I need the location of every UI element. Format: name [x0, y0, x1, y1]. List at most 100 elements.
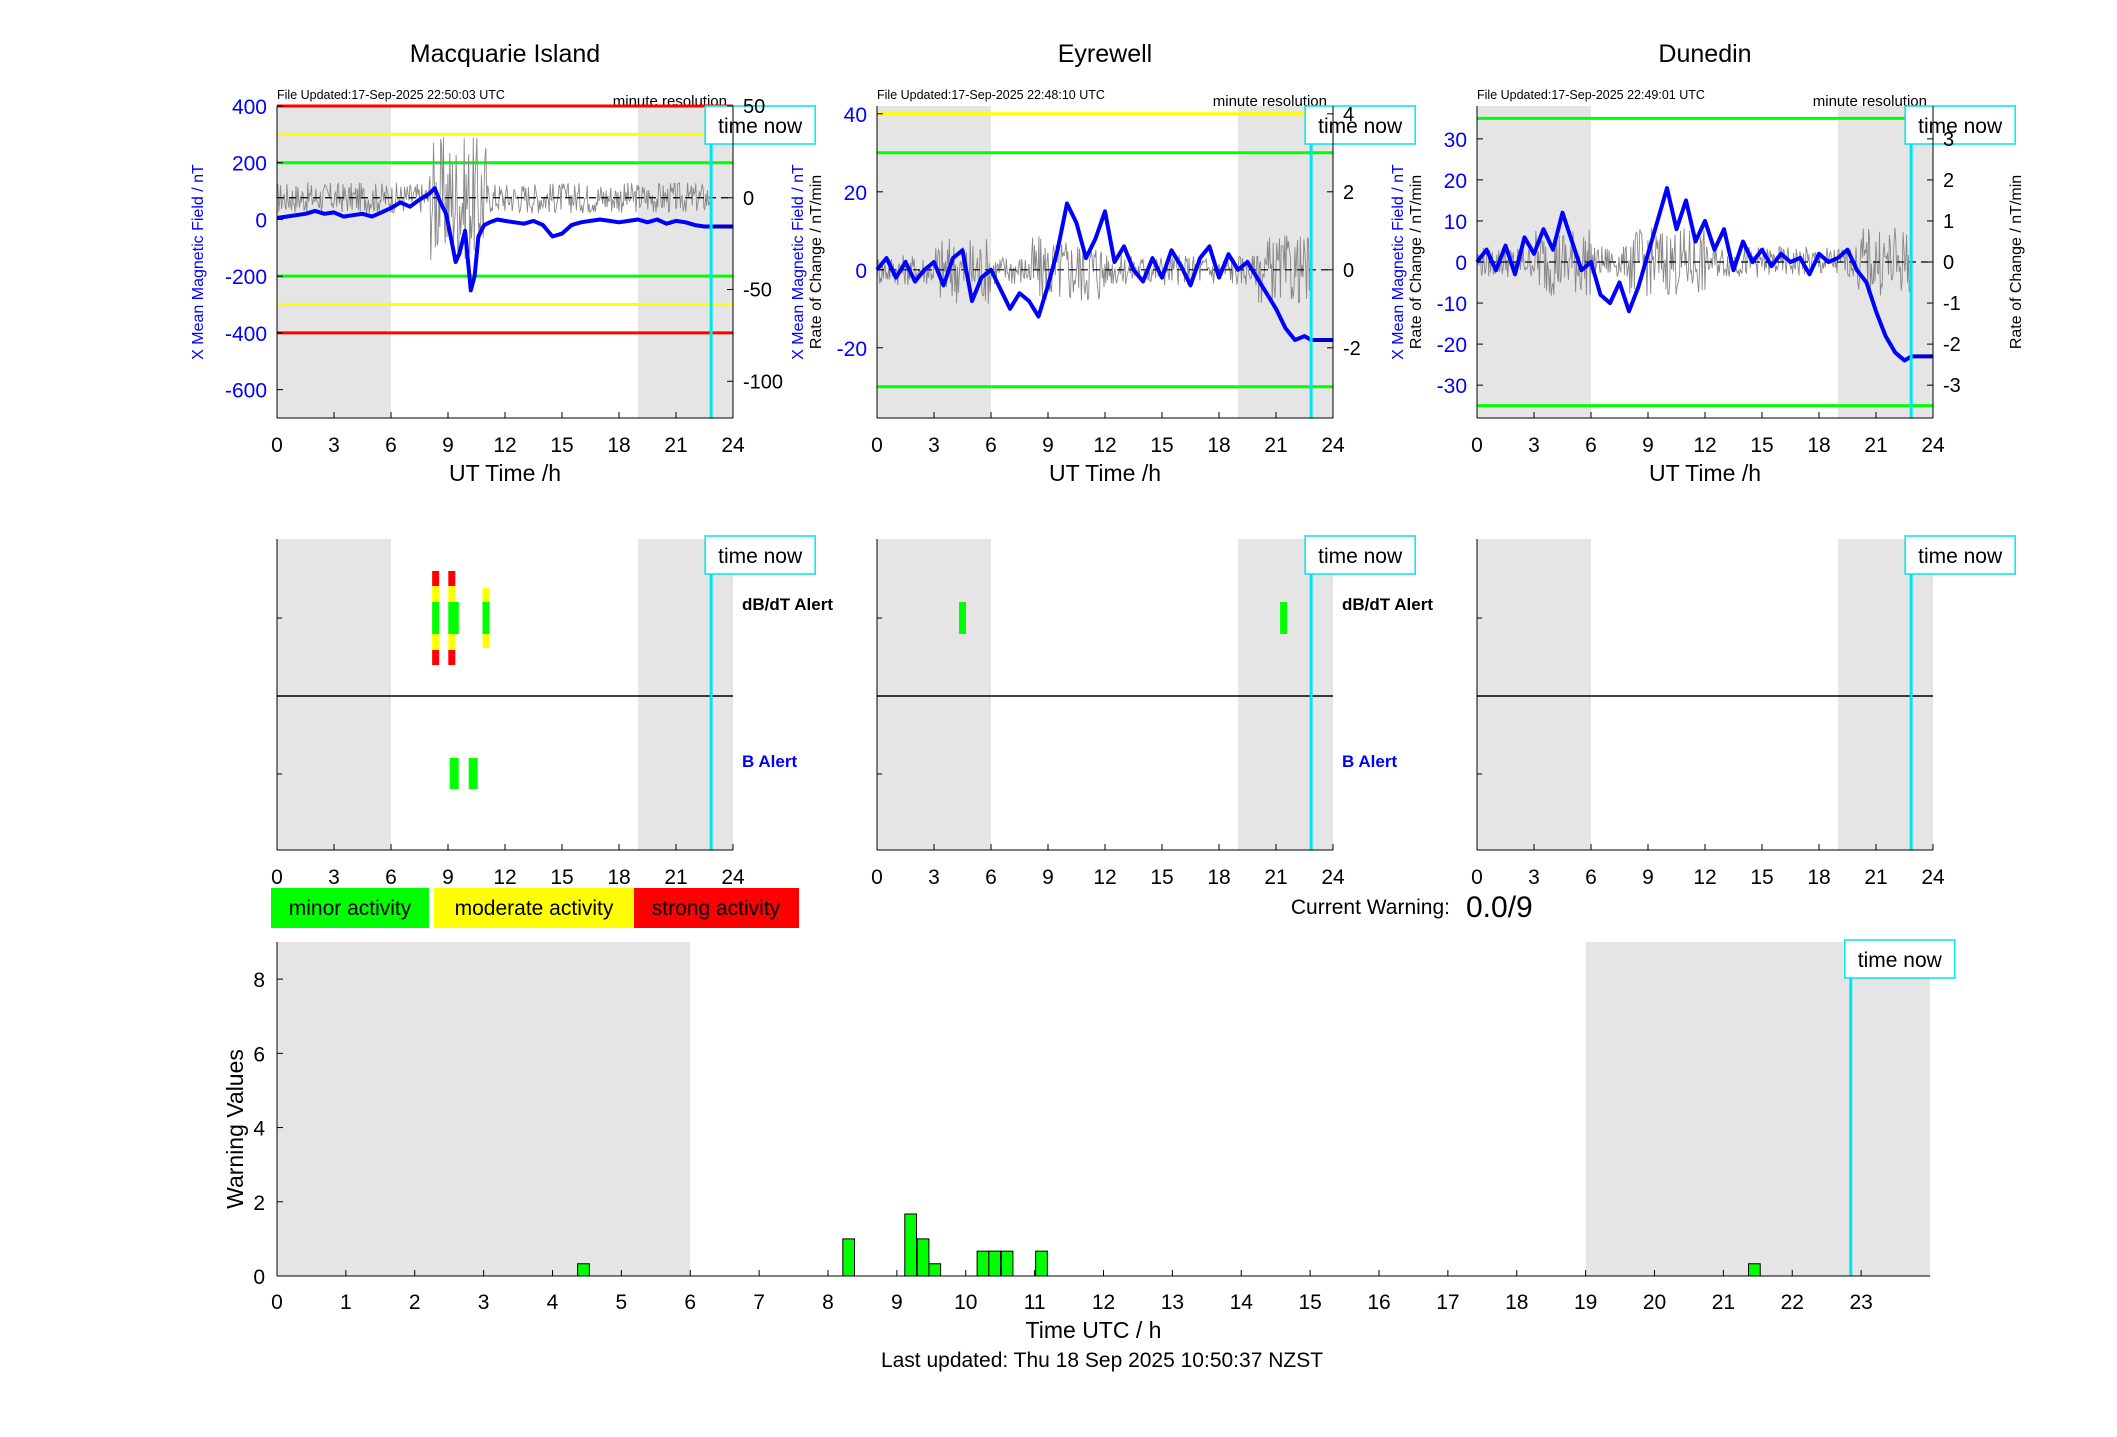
time-now-box: [1904, 535, 2016, 575]
x-tick-label: 21: [1864, 866, 1887, 889]
y-left-tick-label: 0: [1455, 252, 1467, 275]
file-updated-text: File Updated:17-Sep-2025 22:48:10 UTC: [877, 88, 1105, 102]
time-now-label: time now: [718, 115, 803, 138]
warning-bar: [976, 1250, 990, 1277]
x-tick-label: 0: [1471, 434, 1483, 457]
y-right-axis-label: Rate of Change / nT/min: [1408, 175, 1425, 349]
night-band: [638, 106, 733, 418]
x-tick-label: 16: [1367, 1291, 1390, 1314]
y-tick-label: 0: [253, 1266, 265, 1289]
b-alert-label: B Alert: [1342, 752, 1397, 771]
y-right-tick-label: 0: [743, 188, 754, 210]
legend-minor-label: minor activity: [289, 897, 412, 920]
warning-bar: [577, 1263, 590, 1277]
y-left-tick-label: 400: [232, 96, 267, 119]
dbdt-alert-mark: [432, 650, 440, 665]
time-now-box: [704, 535, 816, 575]
x-tick-label: 11: [1024, 1291, 1046, 1314]
night-band: [1585, 942, 1930, 1276]
warning-bar: [904, 1213, 918, 1277]
x-tick-label: 21: [664, 434, 687, 457]
y-right-tick-label: -100: [743, 371, 783, 393]
night-band: [877, 539, 991, 850]
time-now-box: [1904, 105, 2016, 145]
legend-minor-swatch: [271, 888, 429, 928]
time-now-label: time now: [718, 545, 803, 568]
warning-bar: [988, 1250, 1002, 1277]
x-tick-label: 3: [928, 434, 940, 457]
x-tick-label: 14: [1230, 1291, 1254, 1314]
x-tick-label: 2: [409, 1291, 421, 1314]
dbdt-alert-mark: [451, 602, 459, 634]
x-tick-label: 12: [1093, 866, 1116, 889]
y-left-tick-label: 200: [232, 153, 267, 176]
x-tick-label: 9: [1042, 866, 1054, 889]
resolution-label: minute resolution: [1213, 93, 1327, 110]
x-tick-label: 3: [328, 434, 340, 457]
y-left-axis-label: X Mean Magnetic Field / nT: [190, 164, 207, 360]
x-tick-label: 24: [721, 434, 745, 457]
y-left-tick-label: 40: [844, 104, 867, 127]
x-tick-label: 9: [1642, 866, 1654, 889]
y-right-tick-label: -50: [743, 280, 772, 302]
y-left-tick-label: 10: [1444, 211, 1467, 234]
x-tick-label: 0: [271, 866, 283, 889]
y-right-tick-label: 0: [1943, 252, 1954, 274]
y-right-tick-label: -2: [1343, 338, 1361, 360]
y-right-tick-label: 4: [1343, 104, 1354, 126]
night-band: [277, 942, 691, 1276]
x-tick-label: 13: [1161, 1291, 1184, 1314]
warning-bar: [928, 1263, 942, 1277]
time-now-box: [704, 105, 816, 145]
warning-bar: [1748, 1263, 1761, 1277]
x-tick-label: 4: [547, 1291, 559, 1314]
time-now-label: time now: [1918, 115, 2003, 138]
x-tick-label: 12: [1693, 434, 1716, 457]
mag-panel-3: Dunedin File Updated:17-Sep-2025 22:49:01…: [1390, 40, 2025, 486]
x-tick-label: 6: [684, 1291, 696, 1314]
station-title: Eyrewell: [1058, 40, 1152, 68]
dbdt-alert-mark: [482, 634, 490, 648]
x-tick-label: 19: [1574, 1291, 1597, 1314]
x-tick-label: 18: [607, 866, 630, 889]
x-tick-label: 15: [1150, 866, 1173, 889]
y-right-tick-label: 2: [1343, 182, 1354, 204]
time-now-label: time now: [1318, 115, 1403, 138]
x-tick-label: 5: [616, 1291, 628, 1314]
mag-panel-2: Eyrewell File Updated:17-Sep-2025 22:48:1…: [790, 40, 1425, 486]
b-alert-mark: [468, 758, 478, 789]
y-right-tick-label: -1: [1943, 293, 1961, 315]
mean-field-line: [875, 201, 1313, 342]
y-left-tick-label: -600: [225, 380, 267, 403]
current-warning-label: Current Warning:: [1291, 896, 1450, 919]
alert-panel-2: time now 0 3 6 9 12 15 18 21 24 dB/dT Alert B Alert: [871, 535, 1433, 889]
x-axis-label: UT Time /h: [1049, 460, 1161, 486]
x-tick-label: 0: [871, 866, 883, 889]
x-tick-label: 6: [1585, 434, 1597, 457]
b-alert-mark: [449, 758, 459, 789]
x-tick-label: 15: [1750, 434, 1773, 457]
y-right-axis-label: Rate of Change / nT/min: [2008, 175, 2025, 349]
warning-bar: [1035, 1250, 1048, 1277]
y-tick-label: 2: [253, 1192, 265, 1215]
night-band: [1238, 539, 1333, 850]
x-tick-label: 0: [871, 434, 883, 457]
y-tick-label: 4: [253, 1118, 265, 1141]
dbdt-alert-mark: [432, 586, 440, 602]
x-tick-label: 22: [1781, 1291, 1804, 1314]
legend-moderate-label: moderate activity: [455, 897, 614, 920]
resolution-label: minute resolution: [1813, 93, 1927, 110]
time-now-label: time now: [1318, 545, 1403, 568]
night-band: [638, 539, 733, 850]
x-tick-label: 15: [550, 866, 573, 889]
time-now-label: time now: [1858, 949, 1943, 972]
time-now-label: time now: [1918, 545, 2003, 568]
y-left-tick-label: -30: [1437, 375, 1467, 398]
x-tick-label: 24: [1321, 434, 1345, 457]
y-right-tick-label: 1: [1943, 211, 1954, 233]
y-left-tick-label: -10: [1437, 293, 1467, 316]
x-tick-label: 9: [1042, 434, 1054, 457]
rate-of-change-line: [276, 137, 712, 260]
y-tick-label: 6: [253, 1043, 265, 1066]
